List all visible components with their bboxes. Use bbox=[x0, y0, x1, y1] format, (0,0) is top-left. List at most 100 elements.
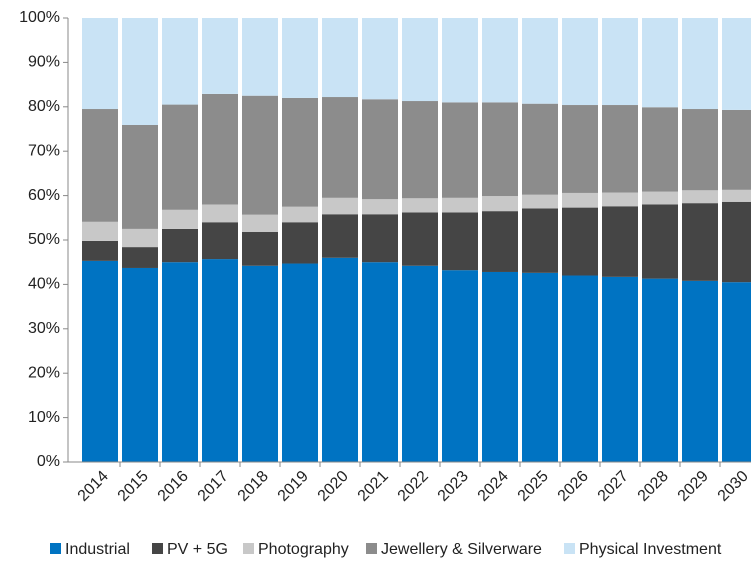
bar-segment bbox=[602, 105, 638, 193]
bar-segment bbox=[522, 103, 558, 195]
bar-segment bbox=[402, 18, 438, 102]
bar-segment bbox=[122, 267, 158, 462]
bar-segment bbox=[522, 194, 558, 209]
bar-segment bbox=[482, 196, 518, 212]
bar-segment bbox=[122, 18, 158, 126]
bar-segment bbox=[322, 197, 358, 215]
bar-segment bbox=[82, 260, 118, 462]
bar-segment bbox=[122, 247, 158, 268]
legend-label: Industrial bbox=[65, 541, 130, 558]
bar-segment bbox=[242, 265, 278, 462]
y-tick-label: 20% bbox=[28, 364, 60, 381]
bar-segment bbox=[642, 278, 678, 462]
bar-segment bbox=[202, 259, 238, 462]
bar-segment bbox=[122, 125, 158, 229]
bar-segment bbox=[282, 97, 318, 207]
x-tick-label: 2027 bbox=[595, 468, 632, 505]
legend-label: Physical Investment bbox=[579, 541, 722, 558]
bar-segment bbox=[682, 190, 718, 204]
legend-label: Photography bbox=[258, 541, 349, 558]
bar-segment bbox=[202, 204, 238, 223]
bar-segment bbox=[522, 208, 558, 273]
bar-segment bbox=[162, 18, 198, 105]
bar-segment bbox=[82, 221, 118, 241]
bar-segment bbox=[162, 228, 198, 263]
bar-segment bbox=[602, 192, 638, 207]
x-tick-label: 2023 bbox=[435, 468, 472, 505]
bar-segment bbox=[722, 201, 751, 283]
bar-segment bbox=[442, 270, 478, 462]
x-tick-label: 2020 bbox=[315, 468, 352, 505]
bar-segment bbox=[482, 102, 518, 197]
legend-label: Jewellery & Silverware bbox=[381, 541, 542, 558]
bar-segment bbox=[722, 189, 751, 202]
bar-segment bbox=[322, 18, 358, 98]
bar-segment bbox=[602, 206, 638, 277]
y-tick-label: 40% bbox=[28, 276, 60, 293]
legend-swatch bbox=[564, 543, 575, 554]
bar-segment bbox=[402, 212, 438, 266]
y-tick-label: 60% bbox=[28, 187, 60, 204]
bar-segment bbox=[242, 95, 278, 215]
bar-segment bbox=[402, 198, 438, 213]
x-tick-label: 2028 bbox=[635, 468, 672, 505]
bar-segment bbox=[82, 109, 118, 222]
bar-segment bbox=[362, 199, 398, 215]
bar-segment bbox=[562, 18, 598, 106]
x-tick-label: 2019 bbox=[275, 468, 312, 505]
bar-segment bbox=[442, 197, 478, 213]
bar-segment bbox=[482, 211, 518, 272]
y-tick-label: 90% bbox=[28, 54, 60, 71]
bar-segment bbox=[682, 203, 718, 281]
legend-label: PV + 5G bbox=[167, 541, 228, 558]
bar-segment bbox=[322, 257, 358, 462]
x-tick-label: 2014 bbox=[75, 468, 112, 505]
legend-swatch bbox=[50, 543, 61, 554]
bar-segment bbox=[282, 206, 318, 223]
bar-segment bbox=[602, 276, 638, 462]
bar-segment bbox=[362, 99, 398, 200]
x-tick-label: 2018 bbox=[235, 468, 272, 505]
bar-segment bbox=[642, 204, 678, 279]
x-tick-label: 2030 bbox=[715, 468, 751, 505]
bar-segment bbox=[442, 102, 478, 198]
bar-segment bbox=[282, 18, 318, 98]
bar-segment bbox=[522, 18, 558, 104]
bar-segment bbox=[362, 214, 398, 263]
bar-segment bbox=[162, 209, 198, 229]
bar-segment bbox=[562, 275, 598, 462]
bar-segment bbox=[642, 107, 678, 192]
bar-segment bbox=[282, 263, 318, 462]
legend-swatch bbox=[243, 543, 254, 554]
bar-segment bbox=[122, 228, 158, 248]
y-tick-label: 0% bbox=[37, 453, 60, 470]
bar-segment bbox=[522, 272, 558, 462]
bar-segment bbox=[82, 240, 118, 261]
legend-swatch bbox=[152, 543, 163, 554]
bar-segment bbox=[722, 18, 751, 110]
bar-segment bbox=[402, 265, 438, 462]
x-tick-label: 2029 bbox=[675, 468, 712, 505]
y-tick-label: 80% bbox=[28, 98, 60, 115]
bar-segment bbox=[562, 192, 598, 208]
bar-segment bbox=[242, 232, 278, 266]
x-tick-label: 2017 bbox=[195, 468, 232, 505]
x-tick-label: 2024 bbox=[475, 468, 512, 505]
y-tick-label: 70% bbox=[28, 142, 60, 159]
bar-segment bbox=[642, 18, 678, 108]
x-tick-label: 2022 bbox=[395, 468, 432, 505]
bar-segment bbox=[722, 109, 751, 190]
bar-segment bbox=[202, 18, 238, 94]
bar-segment bbox=[642, 191, 678, 205]
y-tick-label: 100% bbox=[19, 9, 60, 26]
bar-segment bbox=[242, 18, 278, 96]
bar-segment bbox=[682, 109, 718, 191]
legend-swatch bbox=[366, 543, 377, 554]
bar-segment bbox=[442, 212, 478, 271]
bar-segment bbox=[602, 18, 638, 106]
bar-segment bbox=[362, 262, 398, 462]
bar-segment bbox=[202, 222, 238, 260]
bar-segment bbox=[322, 97, 358, 198]
x-tick-label: 2016 bbox=[155, 468, 192, 505]
